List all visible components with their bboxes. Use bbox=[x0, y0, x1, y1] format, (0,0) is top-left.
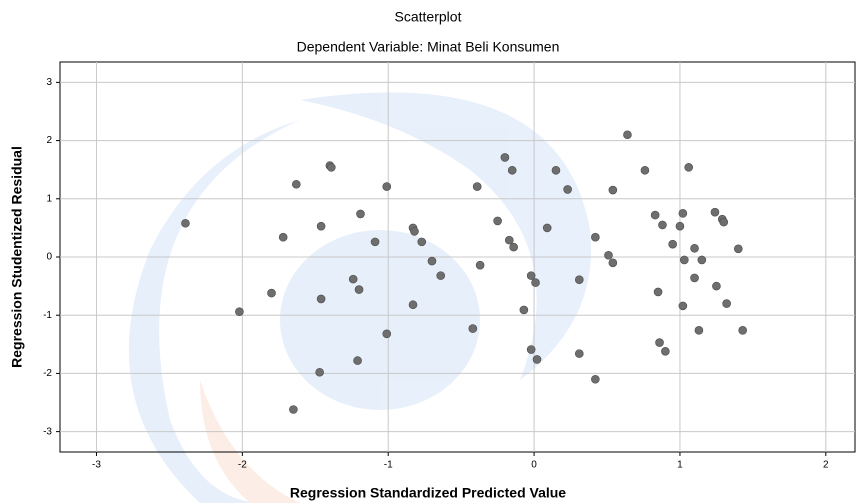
point bbox=[500, 153, 510, 162]
point bbox=[719, 217, 729, 227]
point bbox=[436, 271, 446, 280]
point bbox=[267, 288, 276, 298]
point bbox=[382, 182, 392, 191]
y-axis-label: Regression Studentized Residual bbox=[9, 146, 25, 368]
point bbox=[661, 346, 670, 356]
y-tick-label: -2 bbox=[43, 368, 52, 379]
point bbox=[650, 210, 660, 220]
point bbox=[382, 329, 392, 339]
point bbox=[410, 227, 419, 236]
point bbox=[507, 165, 517, 175]
point bbox=[738, 326, 747, 335]
y-tick-label: 0 bbox=[46, 252, 52, 263]
point bbox=[542, 223, 552, 233]
watermark bbox=[128, 92, 592, 503]
point bbox=[694, 326, 704, 335]
chart-subtitle: Dependent Variable: Minat Beli Konsumen bbox=[297, 39, 560, 55]
y-tick-label: -1 bbox=[43, 310, 52, 321]
point bbox=[519, 305, 529, 315]
point bbox=[623, 130, 632, 140]
point bbox=[604, 250, 613, 260]
point bbox=[292, 179, 301, 189]
x-tick-label: -3 bbox=[92, 460, 101, 471]
point bbox=[327, 163, 336, 172]
point bbox=[472, 182, 482, 191]
y-tick-label: 2 bbox=[46, 135, 52, 146]
point bbox=[690, 243, 699, 253]
y-tick-label: 1 bbox=[46, 193, 52, 204]
point bbox=[348, 274, 358, 284]
point bbox=[678, 209, 688, 218]
point bbox=[315, 367, 324, 377]
point bbox=[697, 255, 707, 265]
point bbox=[316, 221, 326, 231]
point bbox=[551, 165, 561, 175]
point bbox=[563, 185, 572, 194]
point bbox=[427, 256, 437, 266]
point bbox=[316, 294, 326, 304]
point bbox=[356, 209, 365, 219]
point bbox=[353, 356, 362, 365]
x-tick-label: 2 bbox=[823, 460, 829, 471]
point bbox=[734, 244, 743, 254]
x-tick-label: 0 bbox=[531, 460, 537, 471]
point bbox=[684, 163, 694, 172]
point bbox=[608, 258, 618, 268]
y-tick-label: -3 bbox=[43, 426, 52, 437]
point bbox=[675, 221, 685, 231]
point bbox=[640, 165, 650, 175]
point bbox=[475, 260, 485, 270]
point bbox=[658, 220, 667, 230]
point bbox=[278, 232, 288, 242]
x-tick-label: -1 bbox=[384, 460, 393, 471]
y-tick-label: 3 bbox=[46, 77, 52, 88]
point bbox=[531, 278, 540, 287]
point bbox=[668, 239, 677, 249]
x-tick-label: -2 bbox=[238, 460, 247, 471]
plot-layer: -3 -2 -1 0 1 2 -3 -2 -1 0 1 2 3 bbox=[43, 62, 855, 471]
point bbox=[526, 345, 536, 354]
point bbox=[181, 218, 190, 228]
point bbox=[575, 275, 584, 285]
point bbox=[532, 355, 542, 364]
point bbox=[653, 287, 663, 297]
point bbox=[354, 285, 364, 294]
point bbox=[678, 301, 688, 311]
x-tick-label: 1 bbox=[677, 460, 683, 471]
point bbox=[575, 349, 584, 358]
point bbox=[722, 299, 731, 308]
point bbox=[235, 307, 244, 317]
point bbox=[591, 232, 600, 242]
point bbox=[712, 281, 721, 291]
point bbox=[655, 338, 664, 347]
point bbox=[690, 273, 699, 283]
point bbox=[710, 207, 720, 217]
point bbox=[468, 324, 478, 333]
point bbox=[408, 300, 418, 310]
x-axis-label: Regression Standardized Predicted Value bbox=[290, 485, 566, 501]
point bbox=[591, 374, 600, 384]
point bbox=[370, 237, 380, 247]
point bbox=[680, 255, 689, 265]
point bbox=[504, 235, 514, 245]
point bbox=[493, 216, 502, 226]
chart-title: Scatterplot bbox=[395, 9, 462, 25]
point bbox=[289, 405, 298, 414]
point bbox=[417, 237, 427, 247]
point bbox=[509, 242, 518, 252]
point bbox=[608, 185, 618, 195]
point bbox=[526, 271, 536, 280]
